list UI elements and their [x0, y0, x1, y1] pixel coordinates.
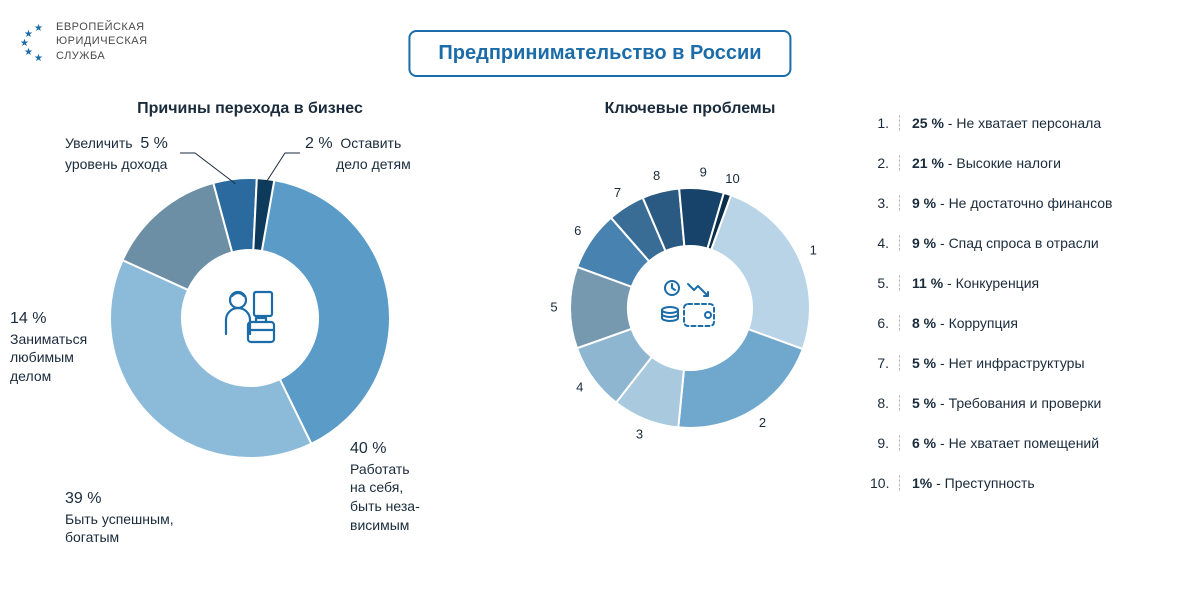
- legend-number: 5.: [870, 275, 900, 291]
- legend-number: 1.: [870, 115, 900, 131]
- legend-text: 8 % - Коррупция: [900, 315, 1180, 331]
- donut-slice: [711, 195, 810, 349]
- donut-slice: [110, 260, 311, 458]
- logo-line3: СЛУЖБА: [56, 49, 148, 63]
- slice-number: 1: [810, 243, 817, 258]
- legend-number: 3.: [870, 195, 900, 211]
- person-briefcase-icon: [226, 292, 274, 342]
- legend-text: 11 % - Конкуренция: [900, 275, 1180, 291]
- donut-problems: 1 2 3 4 5 6 7 8 9 10: [520, 133, 860, 513]
- legend-item: 6. 8 % - Коррупция: [870, 315, 1180, 331]
- logo-line1: ЕВРОПЕЙСКАЯ: [56, 20, 148, 34]
- slice-number: 10: [725, 171, 739, 186]
- legend-number: 10.: [870, 475, 900, 491]
- legend-number: 8.: [870, 395, 900, 411]
- legend-item: 9. 6 % - Не хватает помещений: [870, 435, 1180, 451]
- legend-number: 6.: [870, 315, 900, 331]
- legend-number: 2.: [870, 155, 900, 171]
- slice-number: 8: [653, 168, 660, 183]
- legend-text: 1% - Преступность: [900, 475, 1180, 491]
- legend-text: 5 % - Нет инфраструктуры: [900, 355, 1180, 371]
- legend-number: 9.: [870, 435, 900, 451]
- legend-item: 8. 5 % - Требования и проверки: [870, 395, 1180, 411]
- chart-reasons: Причины перехода в бизнес 40 %Работатьна…: [20, 100, 480, 563]
- finance-decline-icon: [662, 281, 714, 326]
- problems-legend: 1. 25 % - Не хватает персонала 2. 21 % -…: [870, 115, 1180, 515]
- legend-text: 21 % - Высокие налоги: [900, 155, 1180, 171]
- chart-problems-title: Ключевые проблемы: [520, 100, 860, 118]
- logo-line2: ЮРИДИЧЕСКАЯ: [56, 34, 148, 48]
- chart-problems: Ключевые проблемы 1 2 3 4 5 6 7 8 9 10: [520, 100, 860, 513]
- chart-label: 39 %Быть успешным,богатым: [65, 488, 174, 547]
- legend-number: 7.: [870, 355, 900, 371]
- legend-item: 3. 9 % - Не достаточно финансов: [870, 195, 1180, 211]
- legend-number: 4.: [870, 235, 900, 251]
- slice-number: 7: [614, 185, 621, 200]
- donut-slice: [678, 329, 802, 428]
- legend-text: 25 % - Не хватает персонала: [900, 115, 1180, 131]
- logo-stars-icon: ★ ★ ★ ★ ★: [20, 21, 48, 61]
- chart-label: Увеличить 5 %уровень дохода: [65, 133, 168, 173]
- legend-item: 10. 1% - Преступность: [870, 475, 1180, 491]
- legend-item: 2. 21 % - Высокие налоги: [870, 155, 1180, 171]
- legend-item: 1. 25 % - Не хватает персонала: [870, 115, 1180, 131]
- chart-label: 14 %Заниматьсялюбимымделом: [10, 308, 87, 386]
- chart-reasons-title: Причины перехода в бизнес: [20, 100, 480, 118]
- slice-number: 3: [636, 426, 643, 441]
- legend-text: 9 % - Спад спроса в отрасли: [900, 235, 1180, 251]
- legend-item: 7. 5 % - Нет инфраструктуры: [870, 355, 1180, 371]
- legend-text: 6 % - Не хватает помещений: [900, 435, 1180, 451]
- chart-label: 2 % Оставить дело детям: [305, 133, 411, 173]
- slice-number: 6: [574, 223, 581, 238]
- logo: ★ ★ ★ ★ ★ ЕВРОПЕЙСКАЯ ЮРИДИЧЕСКАЯ СЛУЖБА: [20, 20, 148, 63]
- donut-problems-svg: 1 2 3 4 5 6 7 8 9 10: [520, 133, 860, 513]
- chart-label: 40 %Работатьна себя,быть неза-висимым: [350, 438, 420, 535]
- legend-item: 5. 11 % - Конкуренция: [870, 275, 1180, 291]
- slice-number: 2: [759, 415, 766, 430]
- logo-text: ЕВРОПЕЙСКАЯ ЮРИДИЧЕСКАЯ СЛУЖБА: [56, 20, 148, 63]
- slice-number: 4: [576, 380, 583, 395]
- slice-number: 9: [700, 165, 707, 180]
- slice-number: 5: [550, 300, 557, 315]
- donut-reasons: 40 %Работатьна себя,быть неза-висимым 39 …: [20, 133, 480, 563]
- legend-text: 9 % - Не достаточно финансов: [900, 195, 1180, 211]
- legend-item: 4. 9 % - Спад спроса в отрасли: [870, 235, 1180, 251]
- page-title: Предпринимательство в России: [408, 30, 791, 77]
- legend-text: 5 % - Требования и проверки: [900, 395, 1180, 411]
